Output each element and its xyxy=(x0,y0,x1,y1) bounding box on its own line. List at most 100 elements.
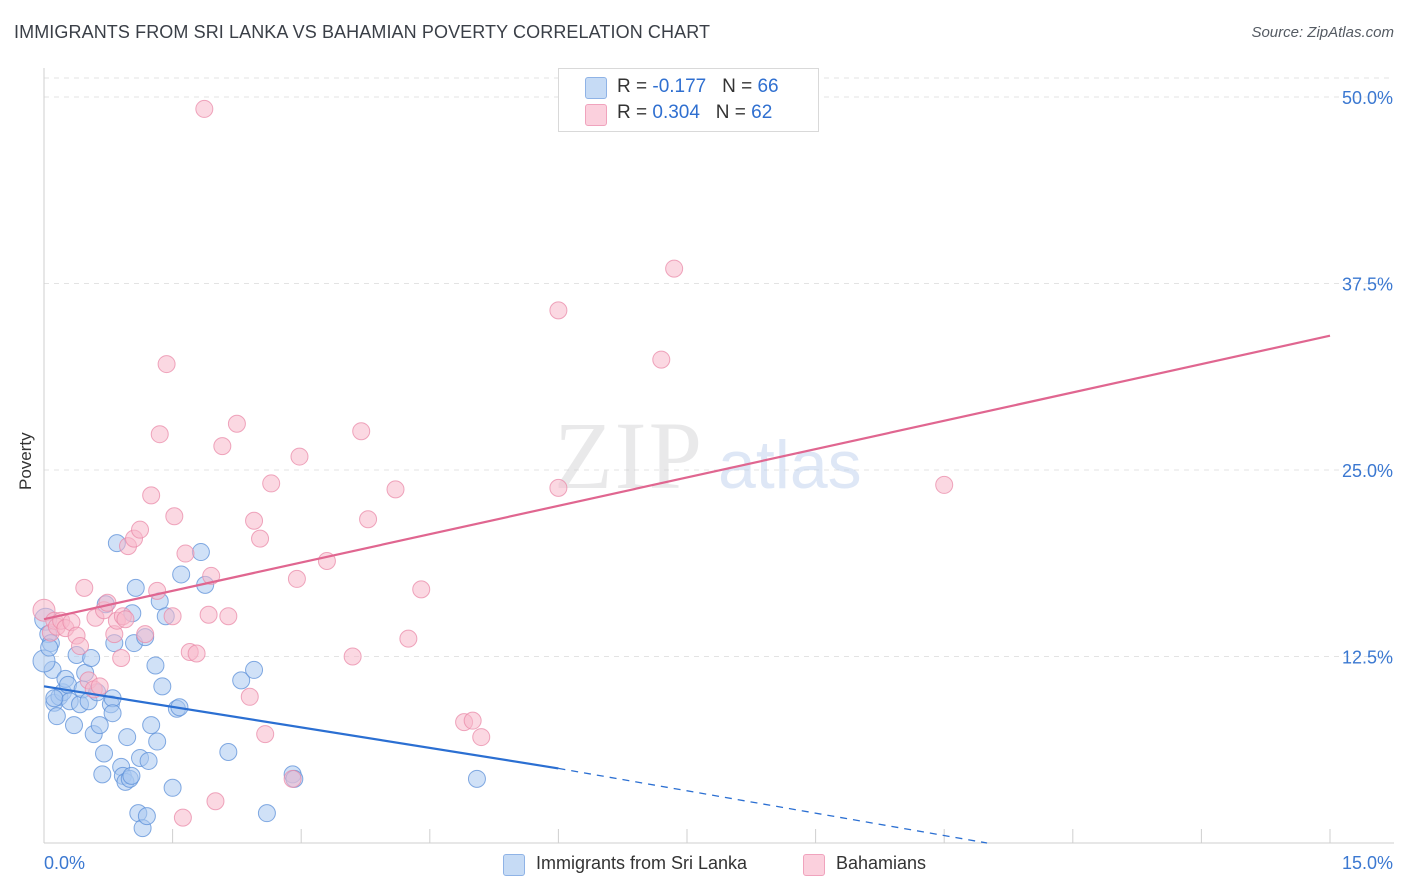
point-sri-lanka-42 xyxy=(137,807,156,826)
trend-line-sri-lanka xyxy=(43,685,559,770)
point-bahamians-29 xyxy=(163,607,182,626)
point-sri-lanka-21 xyxy=(93,765,112,784)
point-bahamians-36 xyxy=(199,605,218,624)
point-bahamians-56 xyxy=(412,580,431,599)
y-tick-label-0: 12.5% xyxy=(1342,648,1393,668)
trend-line-bahamians xyxy=(43,334,1331,621)
point-bahamians-47 xyxy=(283,769,302,788)
point-sri-lanka-54 xyxy=(191,543,210,562)
x-tick-label-min: 0.0% xyxy=(44,853,85,873)
point-bahamians-49 xyxy=(290,447,309,466)
watermark-zip: ZIP xyxy=(554,402,704,509)
point-bahamians-38 xyxy=(206,792,225,811)
point-bahamians-60 xyxy=(549,301,568,320)
point-bahamians-53 xyxy=(359,510,378,529)
point-bahamians-31 xyxy=(173,808,192,827)
point-bahamians-24 xyxy=(136,625,155,644)
point-sri-lanka-50 xyxy=(163,778,182,797)
point-sri-lanka-11 xyxy=(65,716,84,735)
point-bahamians-46 xyxy=(262,474,281,493)
point-bahamians-43 xyxy=(245,511,264,530)
point-sri-lanka-46 xyxy=(148,732,167,751)
point-bahamians-34 xyxy=(187,644,206,663)
point-bahamians-55 xyxy=(399,629,418,648)
point-bahamians-8 xyxy=(71,637,90,656)
point-bahamians-64 xyxy=(935,475,954,494)
point-bahamians-26 xyxy=(148,581,167,600)
point-sri-lanka-32 xyxy=(118,728,137,747)
bottom-legend-label-bahamians: Bahamians xyxy=(836,853,927,873)
stats-legend: R = -0.177 N = 66 R = 0.304 N = 62 xyxy=(558,68,819,132)
watermark: ZIP atlas xyxy=(554,402,862,509)
point-sri-lanka-62 xyxy=(467,769,486,788)
point-sri-lanka-59 xyxy=(257,804,276,823)
point-bahamians-35 xyxy=(195,99,214,118)
point-bahamians-28 xyxy=(157,355,176,374)
trend-lines xyxy=(43,334,1331,844)
point-bahamians-42 xyxy=(240,687,259,706)
y-tick-label-2: 37.5% xyxy=(1342,275,1393,295)
point-bahamians-52 xyxy=(352,422,371,441)
point-bahamians-18 xyxy=(112,648,131,667)
legend-swatch-blue xyxy=(585,77,607,99)
point-bahamians-62 xyxy=(652,350,671,369)
bottom-legend-swatch-blue xyxy=(503,854,525,876)
trend-line-extension-sri-lanka xyxy=(558,767,988,844)
point-sri-lanka-57 xyxy=(232,671,251,690)
data-points xyxy=(32,99,954,838)
point-bahamians-61 xyxy=(549,478,568,497)
point-sri-lanka-65 xyxy=(45,689,64,708)
legend-r-blue: -0.177 xyxy=(652,76,707,97)
point-bahamians-48 xyxy=(287,569,306,588)
tick-labels: 12.5% 25.0% 37.5% 50.0% 0.0% 15.0% xyxy=(44,88,1393,873)
point-bahamians-41 xyxy=(227,414,246,433)
point-sri-lanka-43 xyxy=(139,751,158,770)
point-bahamians-58 xyxy=(463,711,482,730)
legend-r-pink: 0.304 xyxy=(652,102,700,123)
point-sri-lanka-53 xyxy=(172,565,191,584)
point-bahamians-59 xyxy=(472,728,491,747)
x-tick-label-max: 15.0% xyxy=(1342,853,1393,873)
point-sri-lanka-20 xyxy=(90,716,109,735)
point-bahamians-39 xyxy=(213,437,232,456)
point-bahamians-9 xyxy=(75,578,94,597)
legend-row-blue: R = -0.177 N = 66 xyxy=(617,76,779,97)
point-sri-lanka-56 xyxy=(219,742,238,761)
legend-n-pink: 62 xyxy=(751,102,773,123)
chart-title: IMMIGRANTS FROM SRI LANKA VS BAHAMIAN PO… xyxy=(14,22,711,42)
point-bahamians-51 xyxy=(343,647,362,666)
point-sri-lanka-48 xyxy=(153,677,172,696)
point-sri-lanka-64 xyxy=(40,638,59,657)
point-sri-lanka-26 xyxy=(103,704,122,723)
point-sri-lanka-17 xyxy=(82,648,101,667)
point-sri-lanka-44 xyxy=(142,716,161,735)
legend-n-blue: 66 xyxy=(757,76,779,97)
point-bahamians-30 xyxy=(165,507,184,526)
point-bahamians-25 xyxy=(142,486,161,505)
point-sri-lanka-22 xyxy=(95,744,114,763)
point-bahamians-20 xyxy=(116,610,135,629)
point-sri-lanka-45 xyxy=(146,656,165,675)
point-sri-lanka-6 xyxy=(47,707,66,726)
legend-row-pink: R = 0.304 N = 62 xyxy=(617,102,773,123)
point-bahamians-63 xyxy=(665,259,684,278)
legend-swatch-pink xyxy=(585,104,607,126)
point-bahamians-13 xyxy=(90,677,109,696)
point-bahamians-23 xyxy=(131,520,150,539)
point-bahamians-27 xyxy=(150,425,169,444)
point-bahamians-40 xyxy=(219,607,238,626)
point-bahamians-44 xyxy=(251,529,270,548)
point-bahamians-45 xyxy=(256,725,275,744)
point-sri-lanka-34 xyxy=(122,766,141,785)
axes xyxy=(43,68,1394,844)
point-sri-lanka-58 xyxy=(245,660,264,679)
point-bahamians-32 xyxy=(176,544,195,563)
point-bahamians-54 xyxy=(386,480,405,499)
y-axis-label: Poverty xyxy=(16,432,35,490)
bottom-legend-swatch-pink xyxy=(803,854,825,876)
bottom-legend-label-sri-lanka: Immigrants from Sri Lanka xyxy=(536,853,748,873)
y-tick-label-1: 25.0% xyxy=(1342,461,1393,481)
point-sri-lanka-37 xyxy=(126,578,145,597)
point-bahamians-37 xyxy=(202,566,221,585)
